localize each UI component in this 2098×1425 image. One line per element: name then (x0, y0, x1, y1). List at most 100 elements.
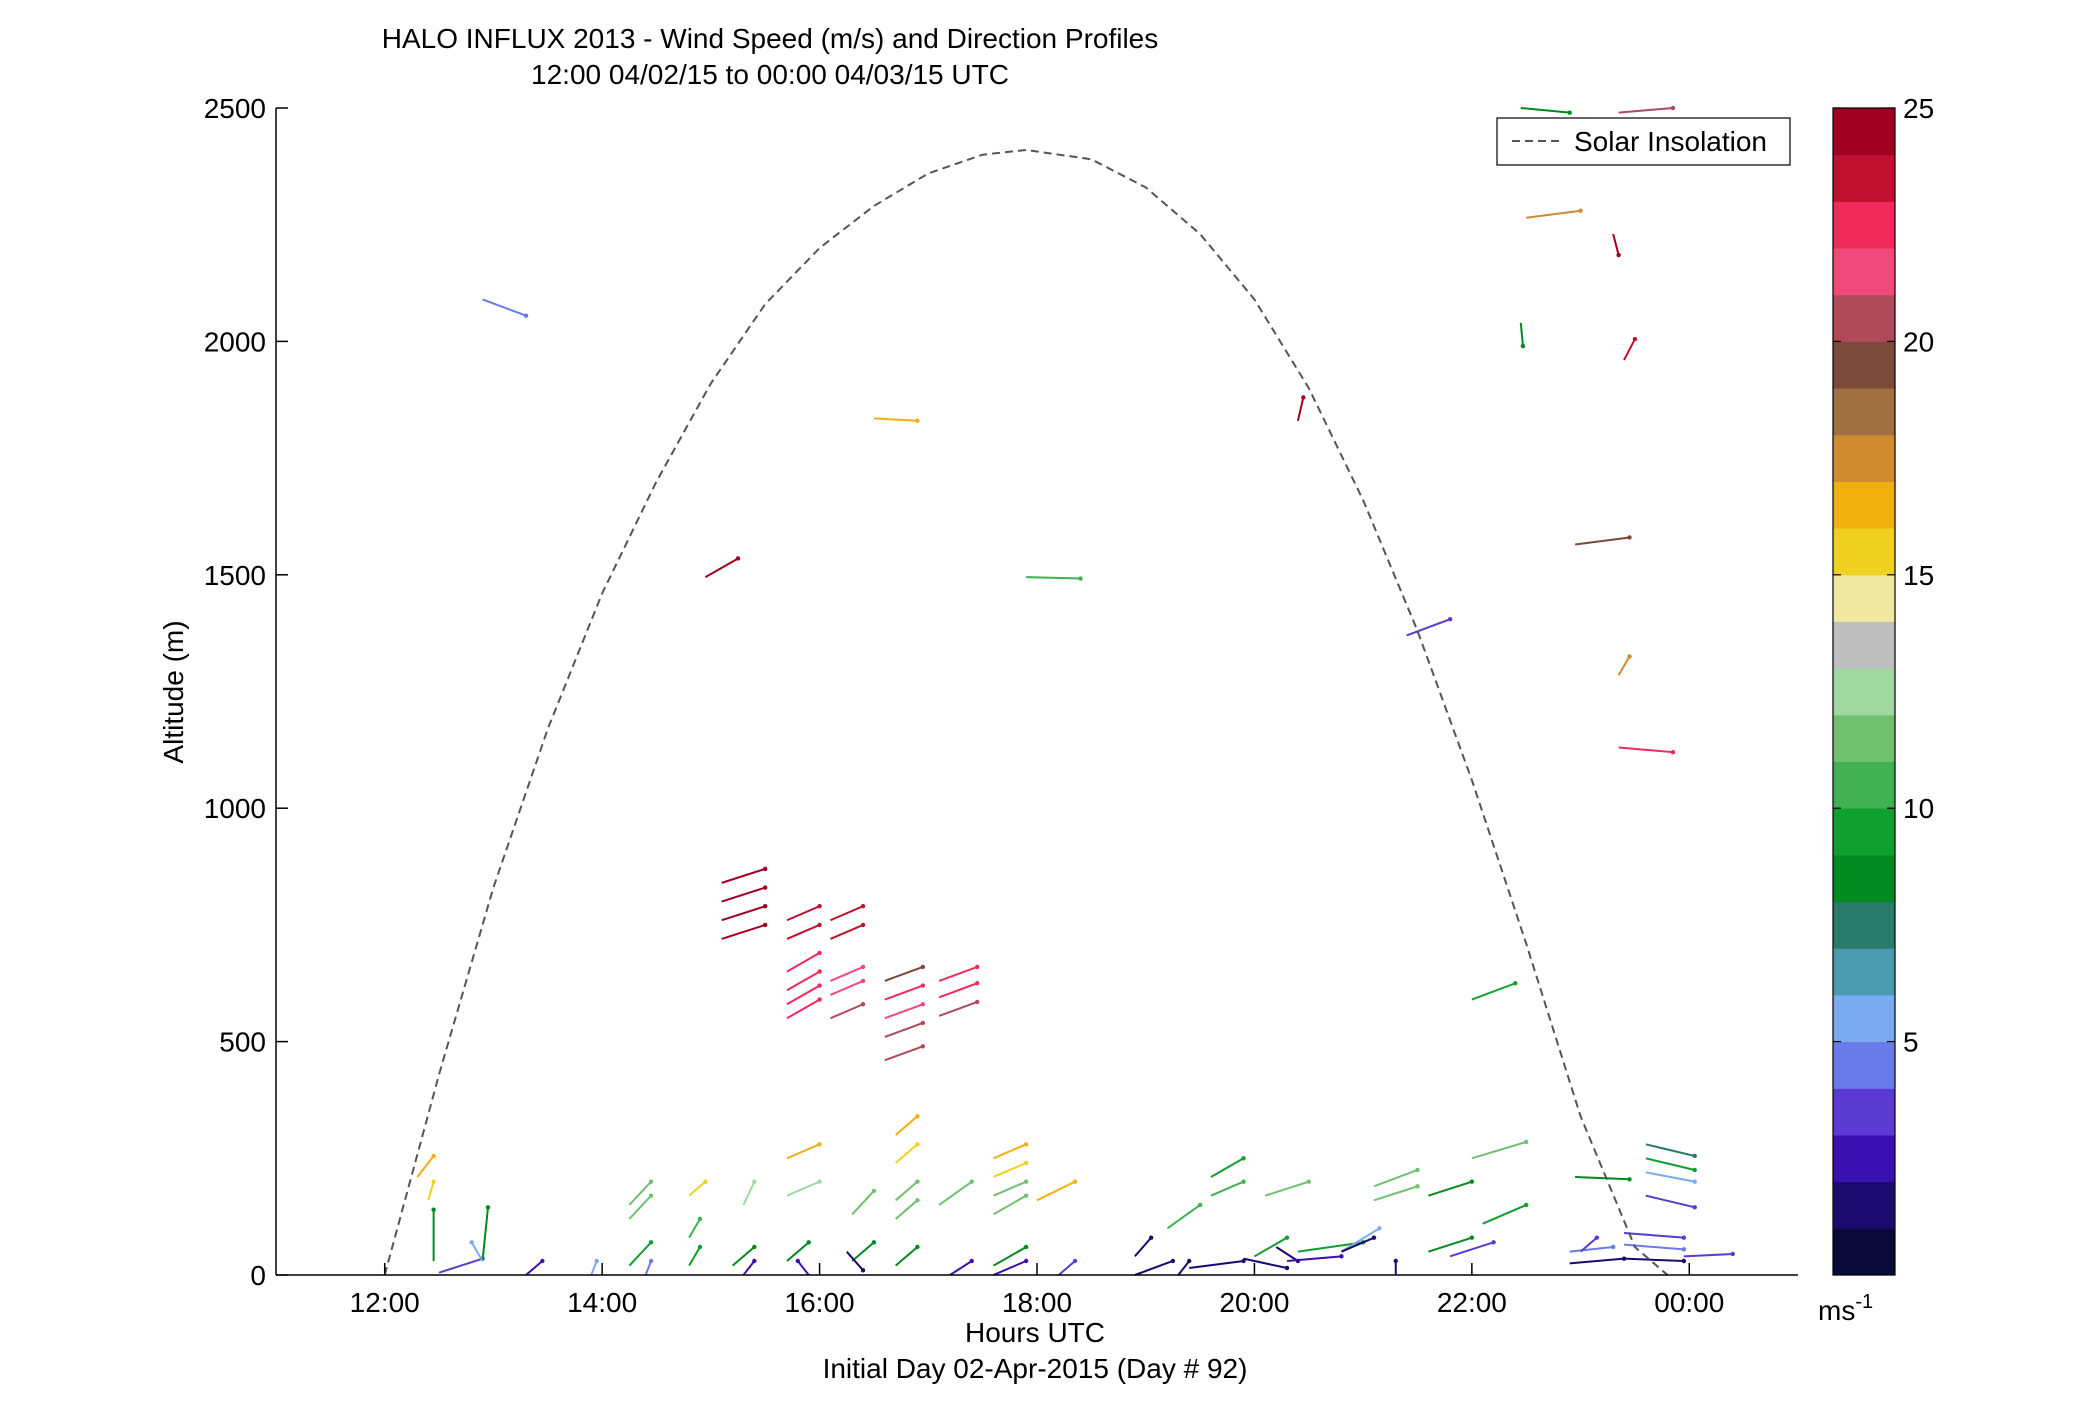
wind-vector (786, 923, 820, 940)
wind-vector (1575, 536, 1630, 546)
wind-vector-head (1627, 1177, 1632, 1182)
wind-vector-head (1524, 1202, 1529, 1208)
wind-vector (1341, 1236, 1375, 1253)
wind-vector (938, 1000, 978, 1017)
wind-vector-head (1692, 1205, 1697, 1210)
wind-vector-head (431, 1153, 436, 1159)
wind-vector (884, 1003, 924, 1020)
wind-vector (993, 1143, 1027, 1160)
colorbar-cell (1833, 1088, 1895, 1136)
colorbar-tick-label: 20 (1903, 326, 1934, 357)
wind-vector-head (752, 1179, 757, 1184)
wind-vector (993, 1162, 1027, 1178)
chart-title: HALO INFLUX 2013 - Wind Speed (m/s) and … (382, 23, 1159, 54)
wind-vector (688, 1246, 701, 1267)
colorbar-unit-exponent: -1 (1855, 1291, 1873, 1313)
wind-vector (884, 965, 924, 982)
x-tick-label: 00:00 (1654, 1287, 1724, 1318)
wind-vector-head (1415, 1184, 1420, 1189)
wind-vector-head (817, 969, 822, 974)
wind-vector (993, 1194, 1027, 1216)
wind-vector (1623, 1231, 1684, 1239)
wind-vector-head (648, 1179, 654, 1184)
wind-vector-head (817, 950, 822, 956)
wind-vector-head (1023, 1258, 1029, 1264)
y-ticks: 0 500 1000 1500 2000 2500 (204, 93, 288, 1291)
wind-vector (1569, 1245, 1614, 1253)
wind-vector-head (915, 1114, 920, 1119)
wind-vector (884, 984, 924, 1001)
colorbar-cell (1833, 948, 1895, 996)
wind-vector (895, 1180, 919, 1202)
wind-vector-head (1692, 1153, 1697, 1159)
wind-vector (1026, 576, 1081, 580)
wind-vector (416, 1155, 435, 1178)
colorbar-cell (1833, 294, 1895, 342)
colorbar-cell (1833, 621, 1895, 669)
wind-vector-head (920, 1044, 926, 1049)
wind-vector (1471, 982, 1516, 1001)
wind-vector (851, 1190, 875, 1215)
wind-vector (1428, 1236, 1473, 1253)
wind-vector-head (1469, 1235, 1475, 1240)
wind-vector (1575, 1175, 1630, 1181)
wind-vector (1617, 655, 1631, 676)
wind-vector-head (1284, 1235, 1290, 1240)
wind-vector-head (920, 983, 926, 988)
wind-vector-head (594, 1258, 599, 1264)
wind-vector-head (1339, 1254, 1344, 1259)
wind-vector-head (817, 922, 822, 928)
wind-vector-head (817, 1142, 822, 1147)
wind-vector (1471, 1141, 1527, 1160)
wind-vector-head (1616, 252, 1621, 258)
wind-vector-head (1692, 1167, 1697, 1173)
wind-vector (1618, 107, 1674, 114)
colorbar-cell (1833, 201, 1895, 249)
wind-vector-head (860, 1268, 866, 1273)
wind-vector (688, 1218, 701, 1239)
wind-vector-head (1578, 208, 1583, 213)
wind-vector-head (1681, 1235, 1687, 1240)
x-tick-label: 14:00 (567, 1287, 637, 1318)
wind-vector (830, 979, 864, 996)
wind-vector (895, 1246, 919, 1267)
wind-vector-head (1023, 1179, 1029, 1184)
wind-vector (1264, 1180, 1310, 1197)
x-axis-sublabel: Initial Day 02-Apr-2015 (Day # 92) (823, 1353, 1248, 1384)
x-axis-label: Hours UTC (965, 1317, 1105, 1348)
colorbar-cell (1833, 434, 1895, 482)
wind-vector (786, 905, 820, 922)
wind-vector (1373, 1169, 1418, 1188)
y-axis-label: Altitude (m) (158, 620, 189, 763)
wind-vector (1579, 1236, 1598, 1253)
wind-vector (830, 965, 864, 982)
wind-vector-head (697, 1244, 703, 1250)
wind-vector-head (1524, 1139, 1529, 1145)
legend-box (1496, 117, 1791, 166)
wind-vector-head (1520, 343, 1526, 349)
wind-vector (1253, 1236, 1288, 1258)
colorbar-unit: ms (1818, 1295, 1855, 1326)
wind-vector-head (860, 978, 866, 984)
wind-vector (482, 298, 527, 317)
wind-vector (1166, 1204, 1201, 1230)
wind-vector-head (1491, 1240, 1496, 1245)
wind-vector (1189, 1260, 1244, 1269)
plot-area: 12:00 14:00 16:00 18:00 20:00 22:00 00:00 0 500… (204, 93, 1798, 1318)
wind-vector-head (431, 1179, 436, 1184)
wind-vector (628, 1241, 652, 1267)
wind-vector-head (1284, 1265, 1290, 1271)
wind-vector-head (975, 981, 980, 986)
colorbar-cell (1833, 668, 1895, 716)
colorbar-cell (1833, 714, 1895, 763)
wind-vector-head (860, 922, 866, 928)
wind-vector-head (1670, 749, 1676, 755)
colorbar-cell (1833, 761, 1895, 809)
wind-vector (895, 1115, 919, 1136)
wind-vector (895, 1143, 919, 1164)
wind-vector (427, 1181, 435, 1201)
colorbar-cell (1833, 341, 1895, 389)
colorbar-tick-label: 15 (1903, 560, 1934, 591)
colorbar: 5 10 15 20 25 ms-1 (1818, 93, 1934, 1326)
wind-vector (1275, 1246, 1299, 1262)
